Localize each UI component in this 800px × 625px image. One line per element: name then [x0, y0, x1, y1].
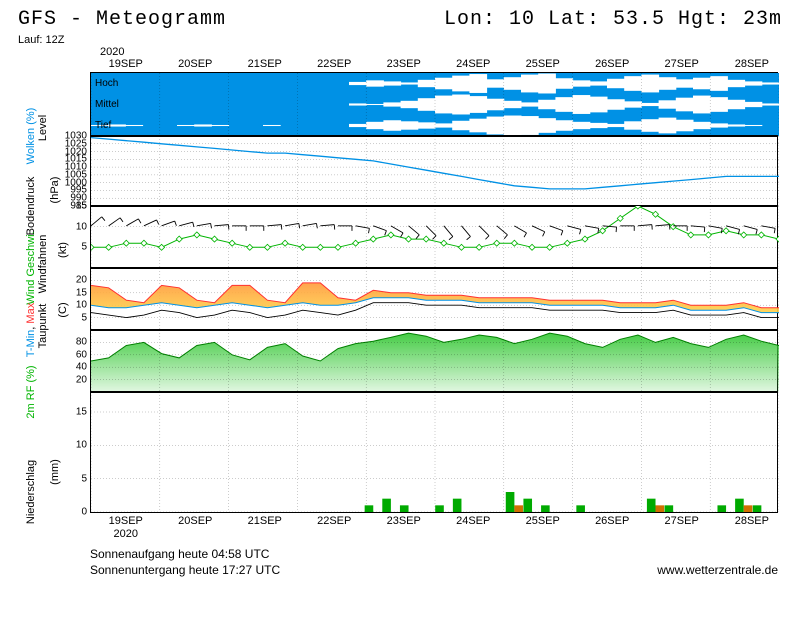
xtick-top: 19SEP: [109, 58, 143, 70]
xtick-top: 26SEP: [595, 58, 629, 70]
panel-vlabel: Wind Geschwi.: [25, 231, 37, 304]
ytick: 5: [81, 242, 91, 253]
panel-vlabel: Niederschlag: [25, 460, 37, 524]
ytick: 5: [81, 312, 91, 323]
panel-vlabel: Taupunkt: [37, 304, 49, 349]
ytick: 60: [76, 349, 91, 360]
ytick: 10: [76, 440, 91, 451]
xtick-bottom: 22SEP: [317, 515, 351, 527]
cloud-level-label: Mittel: [95, 99, 119, 110]
xtick-top: 21SEP: [248, 58, 282, 70]
xtick-bottom: 20SEP: [178, 515, 212, 527]
run-label: Lauf: 12Z: [18, 34, 64, 46]
ytick: 15: [76, 407, 91, 418]
ytick: 40: [76, 362, 91, 373]
ytick: 20: [76, 374, 91, 385]
year-bottom-label: 2020: [114, 528, 138, 540]
title-left: GFS - Meteogramm: [18, 8, 226, 31]
cloud-level-label: Tief: [95, 120, 111, 131]
xtick-top: 27SEP: [665, 58, 699, 70]
xtick-bottom: 19SEP: [109, 515, 143, 527]
year-top: 2020: [100, 46, 124, 58]
panel-vlabel: (C): [57, 302, 69, 317]
panel-clouds: HochMittelTiefWolken (%)Level: [90, 72, 778, 137]
cloud-level-label: Hoch: [95, 78, 118, 89]
panel-vlabel: T-Min, Max: [25, 303, 37, 357]
xtick-top: 23SEP: [387, 58, 421, 70]
panel-wind: 51015Wind Geschwi.Windfahnen(kt): [90, 205, 778, 269]
watermark: www.wetterzentrale.de: [657, 563, 778, 577]
sunrise-text: Sonnenaufgang heute 04:58 UTC: [90, 547, 269, 561]
xtick-top: 24SEP: [456, 58, 490, 70]
panel-pressure: 9859909951000100510101015102010251030Bod…: [90, 135, 778, 207]
panel-precip: 051015Niederschlag(mm): [90, 391, 778, 513]
panel-vlabel: 2m RF (%): [25, 365, 37, 418]
xtick-bottom: 27SEP: [665, 515, 699, 527]
xtick-bottom: 25SEP: [526, 515, 560, 527]
panel-vlabel: (hPa): [49, 177, 61, 204]
sunset-text: Sonnenuntergang heute 17:27 UTC: [90, 563, 280, 577]
ytick: 10: [76, 221, 91, 232]
xtick-bottom: 24SEP: [456, 515, 490, 527]
ytick: 80: [76, 337, 91, 348]
ytick: 15: [76, 287, 91, 298]
ytick: 15: [76, 201, 91, 212]
ytick: 0: [81, 507, 91, 518]
ytick: 10: [76, 300, 91, 311]
xtick-bottom: 28SEP: [735, 515, 769, 527]
panel-rh: 204060802m RF (%): [90, 329, 778, 393]
xtick-top: 22SEP: [317, 58, 351, 70]
xtick-top: 28SEP: [735, 58, 769, 70]
panel-vlabel: Wolken (%): [25, 108, 37, 165]
panel-vlabel: Level: [37, 115, 49, 141]
panel-vlabel: Bodendruck: [25, 177, 37, 236]
panel-vlabel: (kt): [57, 242, 69, 258]
panel-vlabel: (mm): [49, 459, 61, 485]
panel-temp: 5101520T-Min, MaxTaupunkt(C): [90, 267, 778, 331]
header: GFS - Meteogramm Lon: 10 Lat: 53.5 Hgt: …: [18, 8, 782, 31]
ytick: 20: [76, 275, 91, 286]
xtick-bottom: 21SEP: [248, 515, 282, 527]
xtick-bottom: 23SEP: [387, 515, 421, 527]
panel-vlabel: Windfahnen: [37, 235, 49, 294]
ytick: 1030: [65, 131, 91, 142]
xtick-top: 25SEP: [526, 58, 560, 70]
title-right: Lon: 10 Lat: 53.5 Hgt: 23m: [444, 8, 782, 31]
xtick-top: 20SEP: [178, 58, 212, 70]
ytick: 5: [81, 473, 91, 484]
xtick-bottom: 26SEP: [595, 515, 629, 527]
